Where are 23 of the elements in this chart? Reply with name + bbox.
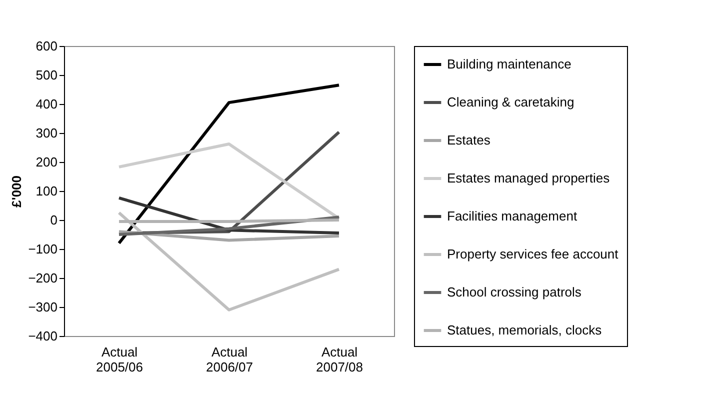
y-tick-label: −400 xyxy=(28,328,58,344)
y-tick-label: 500 xyxy=(36,68,58,82)
legend-label: Statues, memorials, clocks xyxy=(447,322,602,338)
legend-label: Building maintenance xyxy=(447,56,572,72)
legend-label: Facilities management xyxy=(447,208,578,224)
legend-label: School crossing patrols xyxy=(447,284,582,300)
y-tick-label: 300 xyxy=(36,126,58,140)
x-tick-label: Actual 2007/08 xyxy=(316,344,363,374)
y-tick-label: 100 xyxy=(36,184,58,198)
legend-label: Property services fee account xyxy=(447,246,619,262)
y-tick-label: 0 xyxy=(50,212,58,228)
y-tick-label: 600 xyxy=(36,38,58,54)
y-tick-label: −100 xyxy=(28,242,58,256)
legend-label: Estates managed properties xyxy=(447,170,610,186)
y-tick-label: 200 xyxy=(36,154,58,170)
y-tick-label: −300 xyxy=(28,300,58,314)
y-tick-label: −200 xyxy=(28,270,58,286)
x-tick-label: Actual 2006/07 xyxy=(206,344,253,374)
y-axis-title: £'000 xyxy=(9,175,24,208)
legend-label: Estates xyxy=(447,132,491,148)
legend-label: Cleaning & caretaking xyxy=(447,94,574,110)
y-tick-label: 400 xyxy=(36,96,58,112)
x-tick-label: Actual 2005/06 xyxy=(96,344,143,374)
